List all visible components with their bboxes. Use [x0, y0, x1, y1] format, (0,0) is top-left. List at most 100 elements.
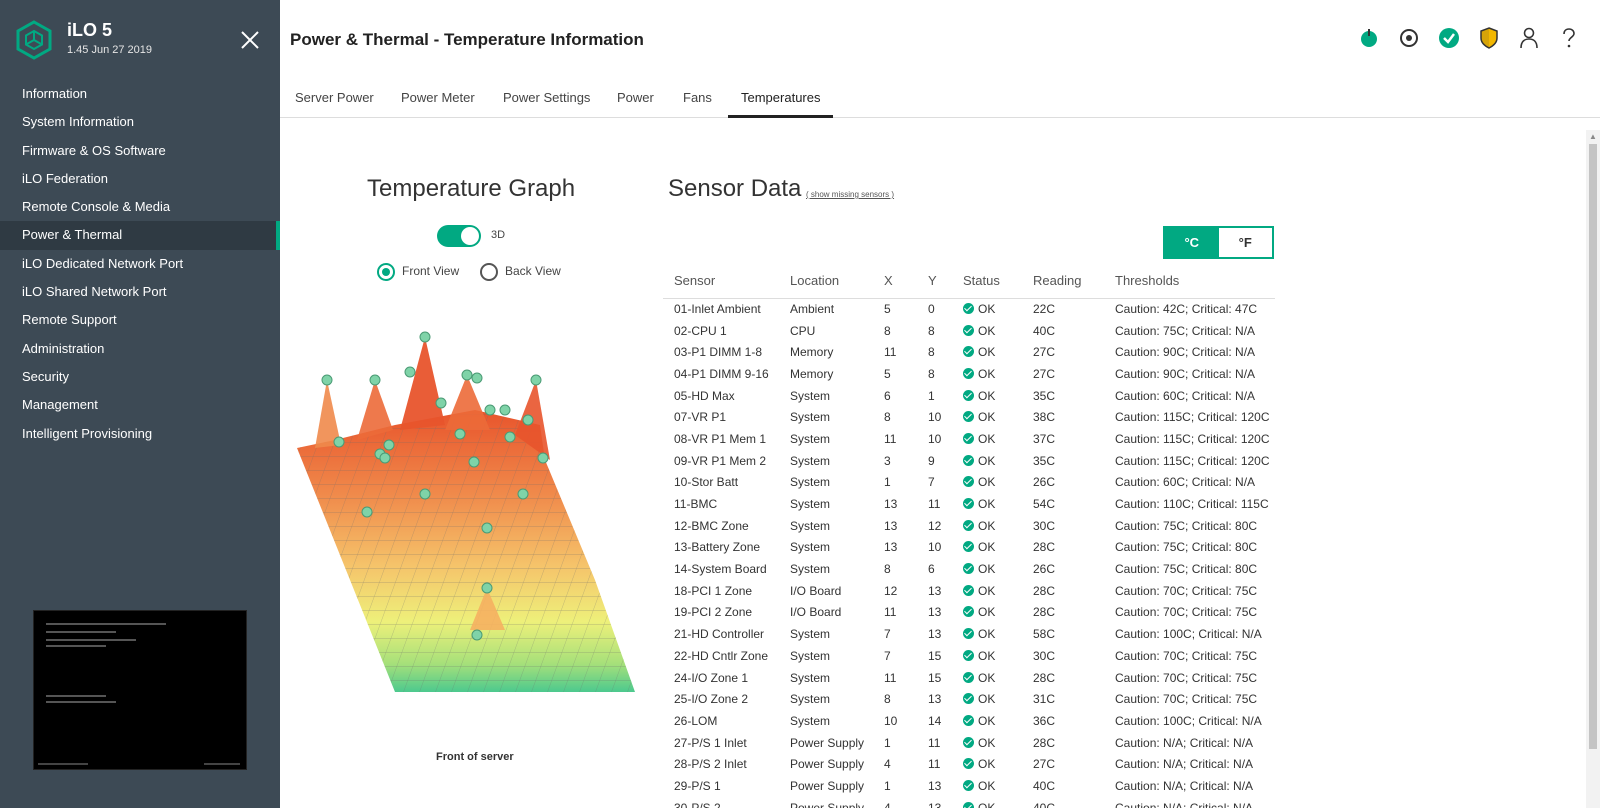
user-icon[interactable]	[1518, 27, 1540, 49]
sidebar-item-security[interactable]: Security	[22, 368, 69, 384]
cell-status: OK	[952, 558, 1022, 580]
help-icon[interactable]	[1558, 27, 1580, 49]
cell-thresholds: Caution: 75C; Critical: 80C	[1115, 518, 1258, 533]
column-header-thresholds[interactable]: Thresholds	[1104, 264, 1275, 299]
cell-reading: 35C	[1033, 388, 1056, 403]
status-ok-icon	[963, 758, 974, 770]
sidebar-item-remote-support[interactable]: Remote Support	[22, 312, 117, 328]
cell-status: OK	[952, 732, 1022, 754]
cell-status: OK	[952, 515, 1022, 537]
temperature-surface-graph[interactable]	[295, 330, 655, 710]
cell-status: OK	[952, 580, 1022, 602]
cell-y: 10	[928, 540, 942, 555]
sidebar-item-intelligent-provisioning[interactable]: Intelligent Provisioning	[22, 425, 153, 441]
column-header-x[interactable]: X	[873, 264, 917, 299]
health-ok-icon[interactable]	[1438, 27, 1460, 49]
sidebar-item-system-information[interactable]: System Information	[22, 114, 134, 130]
temperature-graph-title: Temperature Graph	[367, 175, 576, 202]
security-shield-icon[interactable]	[1478, 27, 1500, 49]
cell-thresholds: Caution: 115C; Critical: 120C	[1115, 453, 1270, 468]
cell-location: Power Supply	[790, 757, 865, 772]
sensor-marker	[419, 331, 431, 343]
show-missing-sensors-link[interactable]: ( show missing sensors )	[806, 190, 895, 199]
sidebar-item-firmware-os-software[interactable]: Firmware & OS Software	[22, 142, 166, 158]
sensor-marker	[481, 582, 493, 594]
cell-thresholds: Caution: 70C; Critical: 75C	[1115, 670, 1258, 685]
sidebar-item-ilo-shared-network-port[interactable]: iLO Shared Network Port	[22, 284, 167, 300]
cell-status: OK	[952, 298, 1022, 320]
locator-icon[interactable]	[1398, 27, 1420, 49]
status-ok-icon	[963, 432, 974, 444]
cell-location: System	[790, 388, 831, 403]
cell-sensor: 13-Battery Zone	[674, 540, 761, 555]
cell-thresholds: Caution: N/A; Critical: N/A	[1115, 778, 1254, 793]
cell-location: Ambient	[790, 302, 835, 317]
cell-x: 11	[884, 345, 897, 360]
cell-reading: 26C	[1033, 475, 1056, 490]
status-ok-icon	[963, 541, 974, 553]
tab-fans[interactable]: Fans	[683, 90, 712, 105]
sidebar-item-management[interactable]: Management	[22, 397, 98, 413]
toggle-knob	[461, 227, 479, 245]
cell-reading: 28C	[1033, 670, 1056, 685]
scroll-up-arrow-icon[interactable]: ▲	[1589, 132, 1597, 141]
sidebar-item-administration[interactable]: Administration	[22, 340, 105, 356]
tab-power-meter[interactable]: Power Meter	[401, 90, 475, 105]
sidebar-item-remote-console-media[interactable]: Remote Console & Media	[22, 199, 171, 215]
cell-sensor: 24-I/O Zone 1	[674, 670, 749, 685]
celsius-button[interactable]: °C	[1165, 228, 1219, 257]
table-row: 10-Stor Batt System 1 7 OK 26C Caution: 60C; C…	[663, 472, 1275, 494]
remote-console-thumbnail[interactable]	[33, 610, 247, 770]
sensor-marker	[419, 488, 431, 500]
column-header-sensor[interactable]: Sensor	[663, 264, 779, 299]
close-sidebar-icon[interactable]	[238, 28, 262, 52]
column-header-y[interactable]: Y	[917, 264, 952, 299]
tab-power-settings[interactable]: Power Settings	[503, 90, 591, 105]
cell-y: 15	[928, 648, 942, 663]
cell-location: CPU	[790, 323, 816, 338]
column-header-location[interactable]: Location	[779, 264, 873, 299]
column-header-reading[interactable]: Reading	[1022, 264, 1104, 299]
status-text: OK	[978, 713, 996, 728]
tab-server-power[interactable]: Server Power	[295, 90, 374, 105]
status-ok-icon	[963, 584, 974, 596]
cell-status: OK	[952, 428, 1022, 450]
page-scrollbar[interactable]: ▲	[1586, 130, 1600, 808]
cell-x: 10	[884, 713, 898, 728]
tab-temperatures[interactable]: Temperatures	[728, 90, 834, 118]
header-icons	[1358, 27, 1580, 49]
cell-x: 13	[884, 518, 898, 533]
sidebar-item-ilo-federation[interactable]: iLO Federation	[22, 170, 108, 186]
sidebar-item-ilo-dedicated-network-port[interactable]: iLO Dedicated Network Port	[22, 255, 184, 271]
status-text: OK	[978, 475, 996, 490]
scroll-thumb[interactable]	[1589, 144, 1597, 749]
cell-reading: 40C	[1033, 778, 1056, 793]
3d-toggle[interactable]	[437, 225, 481, 247]
cell-location: I/O Board	[790, 583, 842, 598]
tab-power[interactable]: Power	[617, 90, 654, 105]
tab-bar: Server Power Power Meter Power Settings Pow…	[280, 86, 1600, 118]
power-icon[interactable]	[1358, 27, 1380, 49]
back-view-radio[interactable]	[480, 263, 498, 281]
cell-y: 11	[928, 735, 941, 750]
sidebar-item-power-thermal[interactable]: Power & Thermal	[0, 221, 280, 250]
cell-sensor: 27-P/S 1 Inlet	[674, 735, 747, 750]
cell-thresholds: Caution: 70C; Critical: 75C	[1115, 583, 1258, 598]
cell-x: 4	[884, 757, 891, 772]
cell-x: 8	[884, 323, 891, 338]
sidebar-item-information[interactable]: Information	[22, 86, 88, 101]
column-header-status[interactable]: Status	[952, 264, 1022, 299]
front-view-radio[interactable]	[377, 263, 395, 281]
cell-status: OK	[952, 775, 1022, 797]
table-row: 13-Battery Zone System 13 10 OK 28C Caution: 7…	[663, 537, 1275, 559]
cell-thresholds: Caution: 90C; Critical: N/A	[1115, 366, 1256, 381]
page-title: Power & Thermal - Temperature Informatio…	[290, 30, 644, 49]
cell-status: OK	[952, 341, 1022, 363]
surface-grid	[297, 410, 635, 692]
table-row: 05-HD Max System 6 1 OK 35C Caution: 60C; Crit…	[663, 385, 1275, 407]
cell-sensor: 07-VR P1	[674, 410, 727, 425]
sensor-marker	[484, 404, 496, 416]
fahrenheit-button[interactable]: °F	[1238, 235, 1252, 250]
cell-y: 13	[928, 583, 942, 598]
cell-location: Power Supply	[790, 778, 865, 793]
